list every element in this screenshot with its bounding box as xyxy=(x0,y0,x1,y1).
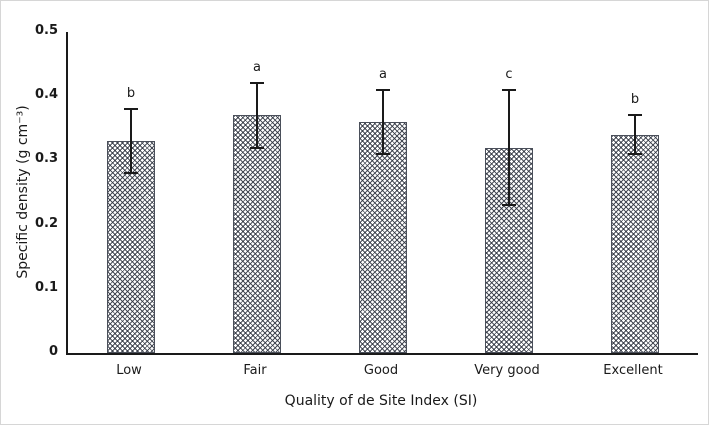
significance-letter: a xyxy=(253,60,261,76)
error-cap-top xyxy=(502,88,516,91)
bar xyxy=(233,115,281,353)
y-tick-label: 0.4 xyxy=(34,87,58,103)
significance-letter: c xyxy=(505,66,513,82)
error-cap-bottom xyxy=(124,172,138,175)
error-bar xyxy=(256,83,258,148)
x-tick-label: Fair xyxy=(243,363,267,378)
y-tick-label: 0.1 xyxy=(34,279,58,295)
y-tick-label: 0.2 xyxy=(34,215,58,231)
x-tick-label: Very good xyxy=(474,363,540,378)
error-cap-top xyxy=(628,114,642,117)
error-cap-bottom xyxy=(628,152,642,155)
error-bar xyxy=(130,109,132,174)
y-tick-label: 0.3 xyxy=(34,151,58,167)
y-axis-label: Specific density (g cm⁻³) xyxy=(15,105,31,279)
plot-area: b a a c b xyxy=(66,32,698,355)
significance-letter: a xyxy=(379,66,387,82)
significance-letter: b xyxy=(126,86,136,102)
error-bar xyxy=(508,89,510,206)
bar xyxy=(611,134,659,353)
error-bar xyxy=(634,115,636,154)
error-cap-top xyxy=(124,108,138,111)
error-cap-top xyxy=(376,88,390,91)
x-tick-label: Good xyxy=(363,363,399,378)
significance-letter: b xyxy=(630,92,640,108)
error-cap-bottom xyxy=(250,146,264,149)
x-axis-title: Quality of de Site Index (SI) xyxy=(284,393,478,409)
y-tick-label: 0 xyxy=(48,344,58,359)
x-tick-label: Low xyxy=(116,363,142,378)
x-tick-label: Excellent xyxy=(603,363,663,378)
y-tick-label: 0.5 xyxy=(34,23,58,38)
error-cap-top xyxy=(250,82,264,85)
bar xyxy=(107,141,155,353)
bar xyxy=(359,121,407,353)
error-cap-bottom xyxy=(376,152,390,155)
error-cap-bottom xyxy=(502,204,516,207)
error-bar xyxy=(382,89,384,154)
